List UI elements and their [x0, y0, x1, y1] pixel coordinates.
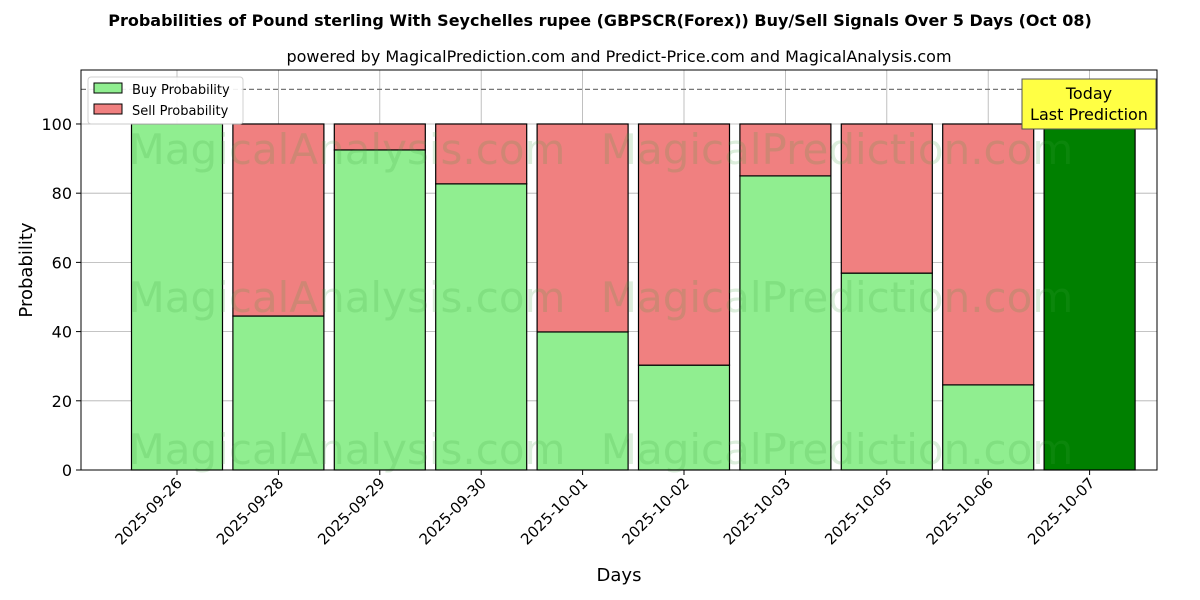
annotation-box [1021, 78, 1157, 130]
chart-subtitle: powered by MagicalPrediction.com and Pre… [286, 47, 951, 66]
buy-bar [942, 384, 1035, 471]
legend-label: Buy Probability [132, 83, 230, 98]
x-tick-label: 2025-10-02 [618, 474, 692, 548]
y-tick-label: 0 [62, 461, 72, 480]
x-tick-label: 2025-09-29 [314, 474, 388, 548]
plot-frame [80, 69, 1158, 471]
x-tick-label: 2025-10-07 [1024, 474, 1098, 548]
x-axis-label: Days [597, 565, 642, 586]
sell-bar [536, 123, 629, 333]
watermark: MagicalPrediction.com [601, 273, 1074, 322]
legend-swatch [93, 103, 123, 115]
buy-bar [130, 123, 224, 471]
buy-bar [739, 175, 832, 471]
buy-bar [435, 183, 528, 471]
sell-bar [840, 123, 933, 274]
y-tick-label: 20 [52, 392, 72, 411]
buy-bar [333, 149, 426, 471]
sell-bar [739, 123, 832, 177]
x-tick-label: 2025-10-03 [720, 474, 794, 548]
x-tick-label: 2025-10-06 [923, 474, 997, 548]
y-tick-label: 100 [41, 115, 72, 134]
y-tick-label: 80 [52, 184, 72, 203]
watermark: MagicalAnalysis.com [129, 425, 566, 474]
legend-label: Sell Probability [132, 104, 229, 119]
sell-bar [637, 123, 731, 366]
annotation-line2: Last Prediction [1030, 105, 1148, 124]
buy-bar [840, 272, 933, 471]
sell-bar [232, 123, 325, 317]
y-tick-label: 40 [52, 323, 72, 342]
watermark: MagicalAnalysis.com [129, 125, 566, 174]
watermark: MagicalPrediction.com [601, 425, 1074, 474]
legend-swatch [93, 82, 123, 94]
watermark: MagicalPrediction.com [601, 125, 1074, 174]
sell-bar [435, 123, 528, 185]
chart-title: Probabilities of Pound sterling With Sey… [108, 11, 1092, 30]
x-tick-label: 2025-10-01 [517, 474, 591, 548]
watermark: MagicalAnalysis.com [129, 273, 566, 322]
x-tick-label: 2025-09-26 [111, 474, 185, 548]
annotation-line1: Today [1065, 84, 1112, 103]
x-tick-label: 2025-09-28 [213, 474, 287, 548]
x-tick-label: 2025-09-30 [416, 474, 490, 548]
y-axis-label: Probability [16, 222, 37, 317]
y-tick-label: 60 [52, 253, 72, 272]
buy-bar [1043, 123, 1136, 471]
x-tick-label: 2025-10-05 [821, 474, 895, 548]
buy-bar [637, 364, 731, 471]
sell-bar [942, 123, 1035, 386]
legend-box [87, 76, 244, 125]
sell-bar [333, 123, 426, 151]
